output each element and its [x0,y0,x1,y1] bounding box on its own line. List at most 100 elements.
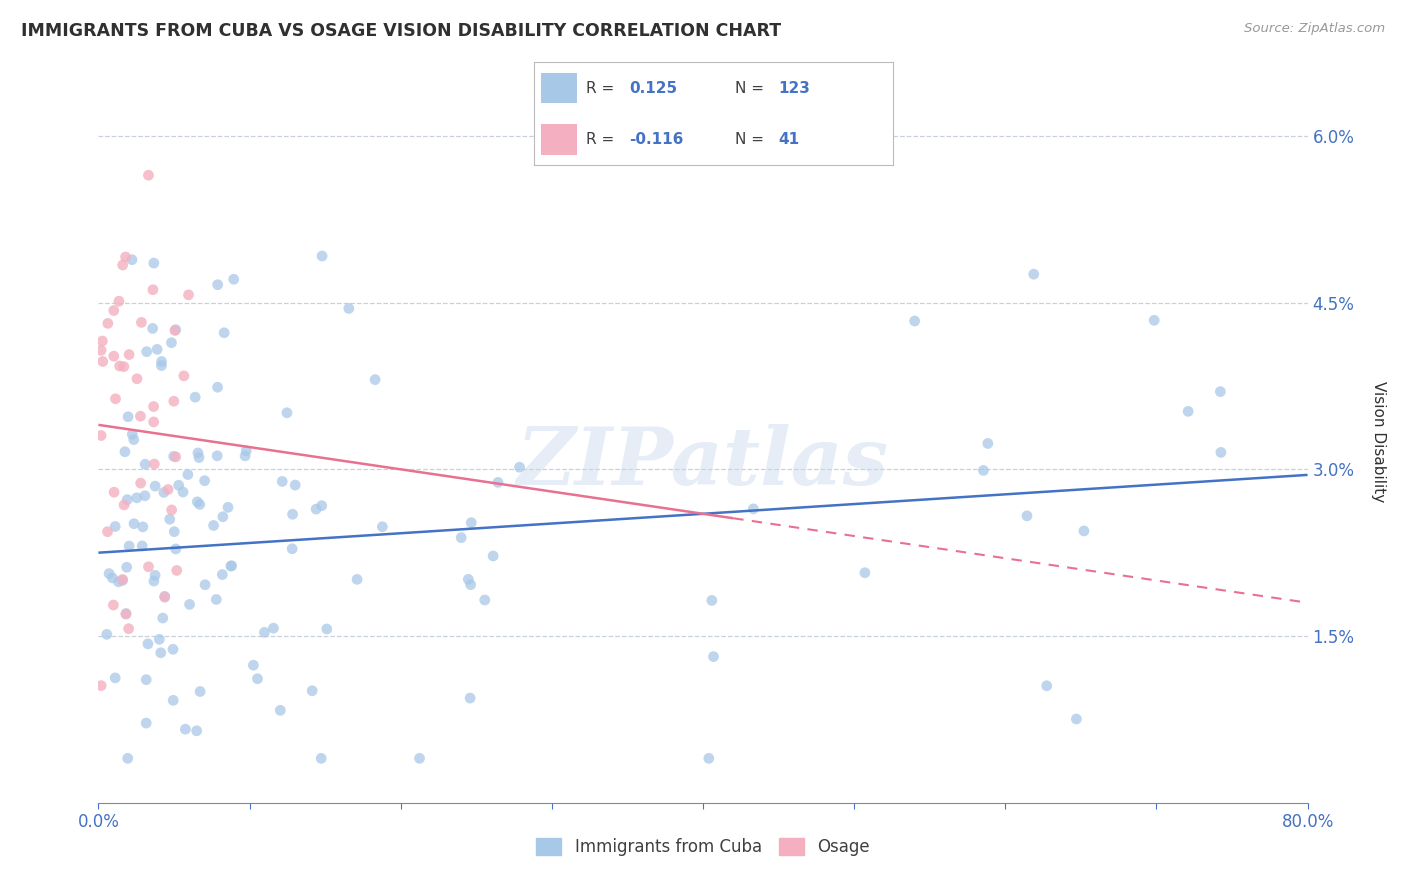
Point [135,716,157,731]
Point [117,492,139,507]
Point [117,751,139,765]
Point [143,479,166,493]
Point [173,368,195,383]
Point [309,751,332,765]
Point [188,684,211,698]
Point [205,449,228,463]
Point [149,646,172,660]
Point [125,491,148,505]
Point [153,591,176,605]
Point [157,483,180,497]
Point [311,249,333,263]
Point [142,283,165,297]
Point [160,503,183,517]
Point [129,409,152,424]
Point [103,303,125,318]
Point [207,380,229,394]
Point [138,559,160,574]
Point [165,541,187,556]
Point [371,520,394,534]
Point [121,252,143,267]
Point [152,611,174,625]
Point [108,359,131,373]
Point [315,622,337,636]
Point [1209,384,1232,399]
Bar [541,124,578,155]
Point [142,400,165,414]
Point [150,354,173,368]
Point [143,568,166,582]
Point [142,415,165,429]
Point [212,326,235,340]
Point [458,691,481,706]
Point [160,335,183,350]
Point [117,622,139,636]
Point [165,323,187,337]
Point [115,560,138,574]
Point [187,446,209,460]
Point [460,516,482,530]
Point [281,541,304,556]
Point [474,593,496,607]
Point [1066,712,1088,726]
Point [188,498,211,512]
Point [114,444,136,458]
Point [219,559,242,574]
Text: IMMIGRANTS FROM CUBA VS OSAGE VISION DISABILITY CORRELATION CHART: IMMIGRANTS FROM CUBA VS OSAGE VISION DIS… [21,22,782,40]
Point [118,539,141,553]
Point [163,324,186,338]
Point [104,671,127,685]
Point [165,450,187,464]
Point [1073,524,1095,538]
Point [184,390,207,404]
Point [486,475,509,490]
Point [172,485,194,500]
Point [194,474,217,488]
Point [104,519,127,533]
Point [202,518,225,533]
Point [136,637,159,651]
Point [146,343,169,357]
Point [364,373,387,387]
Point [153,485,176,500]
Text: 0.125: 0.125 [630,80,678,95]
Point [457,572,479,586]
Point [177,467,200,482]
Point [222,272,245,286]
Y-axis label: Vision Disability: Vision Disability [1371,381,1386,502]
Point [179,598,201,612]
Text: -0.116: -0.116 [630,132,683,147]
Point [143,457,166,471]
Point [301,683,323,698]
Point [977,436,1000,450]
Point [125,372,148,386]
Point [129,476,152,491]
Point [103,485,125,500]
Point [90,343,112,358]
Point [697,751,720,765]
Text: N =: N = [735,132,769,147]
Point [271,475,294,489]
Point [167,478,190,492]
Point [162,642,184,657]
Point [163,524,186,539]
Point [135,673,157,687]
Point [115,607,138,621]
Legend: Immigrants from Cuba, Osage: Immigrants from Cuba, Osage [530,831,876,863]
Point [96,524,118,539]
Point [90,428,112,442]
Text: 123: 123 [778,80,810,95]
Point [281,508,304,522]
Point [972,463,994,477]
Point [142,321,165,335]
Point [91,354,114,368]
Point [1209,445,1232,459]
Point [163,394,186,409]
Point [162,693,184,707]
Point [148,632,170,647]
Point [104,392,127,406]
Point [131,315,153,329]
Point [107,574,129,589]
Point [509,460,531,475]
Point [276,406,298,420]
